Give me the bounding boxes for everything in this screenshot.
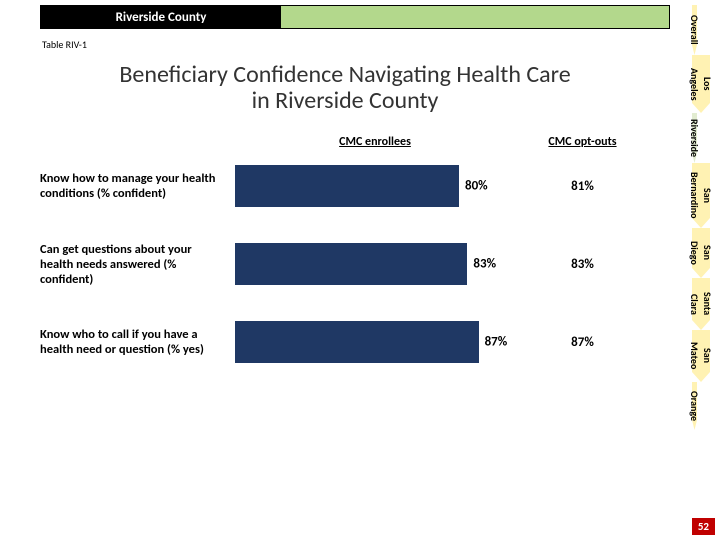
header-spacer <box>40 135 235 149</box>
bar <box>235 243 467 285</box>
header-accent <box>281 6 669 28</box>
header-bar: Riverside County <box>40 5 670 29</box>
page-number: 52 <box>692 518 715 535</box>
tab-label: Riverside <box>688 119 701 157</box>
tab-label: Los Angeles <box>688 63 714 105</box>
row-label: Know who to call if you have a health ne… <box>40 327 235 357</box>
side-tab[interactable]: Orange <box>688 382 701 430</box>
side-tab[interactable]: San Mateo <box>688 330 714 382</box>
bar <box>235 165 459 207</box>
table-id: Table RIV-1 <box>42 38 87 51</box>
chart-area: CMC enrollees CMC opt-outs Know how to m… <box>40 135 665 395</box>
bar-value: 87% <box>485 335 508 350</box>
bar-cell: 83% <box>235 239 515 289</box>
row-label: Can get questions about your health need… <box>40 242 235 287</box>
side-tab[interactable]: San Diego <box>688 228 714 278</box>
tab-label: San Bernardino <box>688 171 714 220</box>
bar-cell: 80% <box>235 161 515 211</box>
title-line-2: in Riverside County <box>252 86 439 115</box>
side-tab[interactable]: Santa Clara <box>688 278 714 330</box>
side-tabs: Overall Los Angeles Riverside San Bernardin… <box>688 5 720 430</box>
tab-label: San Diego <box>688 236 714 270</box>
optout-value: 81% <box>515 179 650 194</box>
chart-row: Can get questions about your health need… <box>40 239 665 289</box>
bar <box>235 321 479 363</box>
bar-value: 83% <box>473 257 496 272</box>
chart-row: Know who to call if you have a health ne… <box>40 317 665 367</box>
side-tab[interactable]: San Bernardino <box>688 163 714 228</box>
chart-row: Know how to manage your health condition… <box>40 161 665 211</box>
header-enrollees: CMC enrollees <box>235 135 515 149</box>
side-tab[interactable]: Riverside <box>688 113 701 163</box>
page-title: Beneficiary Confidence Navigating Health… <box>40 62 650 115</box>
tab-label: Overall <box>688 15 701 45</box>
tab-label: Santa Clara <box>688 286 714 322</box>
optout-value: 87% <box>515 335 650 350</box>
row-label: Know how to manage your health condition… <box>40 171 235 201</box>
side-tab[interactable]: Los Angeles <box>688 55 714 113</box>
header-optouts: CMC opt-outs <box>515 135 650 149</box>
tab-label: Orange <box>688 391 701 421</box>
tab-label: San Mateo <box>688 338 714 374</box>
title-line-1: Beneficiary Confidence Navigating Health… <box>119 60 570 89</box>
chart-rows: Know how to manage your health condition… <box>40 161 665 367</box>
bar-cell: 87% <box>235 317 515 367</box>
optout-value: 83% <box>515 257 650 272</box>
column-headers: CMC enrollees CMC opt-outs <box>40 135 665 149</box>
side-tab[interactable]: Overall <box>688 5 701 55</box>
bar-value: 80% <box>465 179 488 194</box>
header-county: Riverside County <box>41 6 281 28</box>
